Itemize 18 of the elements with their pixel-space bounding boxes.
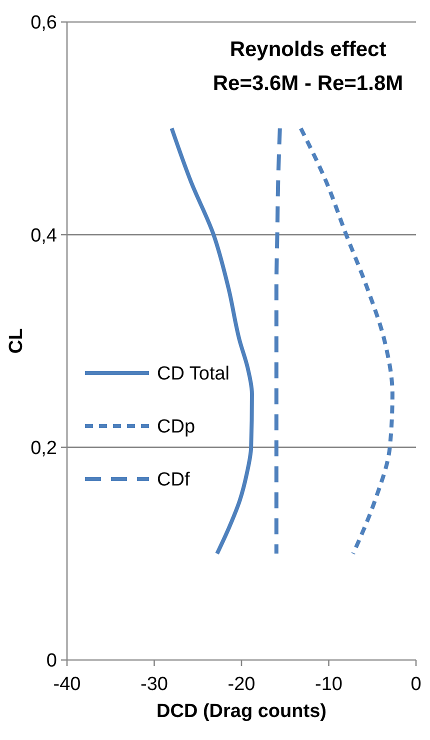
line-series <box>298 126 394 556</box>
y-tick-label: 0 <box>46 650 57 672</box>
legend-label: CDp <box>157 416 196 438</box>
legend-label: CD Total <box>157 364 230 385</box>
x-tick-label: -20 <box>228 674 256 695</box>
text: Reynolds effect <box>230 38 386 61</box>
x-tick-label: -10 <box>315 674 342 695</box>
x-tick-label: 0 <box>410 674 422 695</box>
y-tick-label: 0,2 <box>30 438 57 459</box>
x-axis-title: DCD (Drag counts) <box>156 701 326 722</box>
y-tick-label: 0,6 <box>30 12 57 34</box>
y-axis-title: CL <box>6 328 27 354</box>
x-tick-label: -40 <box>53 674 81 695</box>
y-tick-label: 0,4 <box>30 225 58 246</box>
x-tick-label: -30 <box>140 674 168 695</box>
legend-label: CDf <box>157 470 190 491</box>
text: Re=3.6M - Re=1.8M <box>212 72 404 95</box>
line-series <box>274 126 282 556</box>
